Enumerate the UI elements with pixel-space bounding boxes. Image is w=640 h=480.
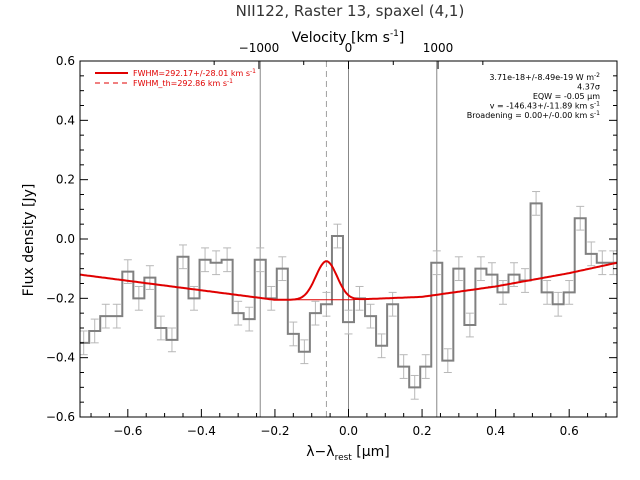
annotation-line-3: v = -146.43+/-11.89 km s-1 xyxy=(490,101,600,111)
plot-inner xyxy=(80,61,617,417)
annotation-line-0: 3.71e-18+/-8.49e-19 W m-2 xyxy=(489,72,600,82)
legend-label-theoretical-sup: -1 xyxy=(227,78,233,85)
legend-label-fit-sup: -1 xyxy=(250,68,256,75)
annotation-text: v = -146.43+/-11.89 km s xyxy=(490,102,594,111)
y-tick-label: 0.2 xyxy=(56,173,75,187)
legend-label-fit-text: FWHM=292.17+/-28.01 km s xyxy=(133,69,250,78)
annotation-sup: -1 xyxy=(594,101,600,108)
annotation-text: Broadening = 0.00+/-0.00 km s xyxy=(467,111,594,120)
chart-title: NII122, Raster 13, spaxel (4,1) xyxy=(236,2,465,20)
annotation-sup: -1 xyxy=(594,110,600,117)
y-tick-label: −0.4 xyxy=(46,351,75,365)
x-tick-label: −0.6 xyxy=(113,424,142,438)
x-tick-label: −0.4 xyxy=(187,424,216,438)
annotation-text: 4.37σ xyxy=(577,83,600,92)
legend: FWHM=292.17+/-28.01 km s-1FWHM_th=292.86… xyxy=(95,68,256,88)
top-axis-label-end: ] xyxy=(399,30,404,46)
axes: −0.6 −0.4 −0.2 0.0 0.2 0.4 0.6 −0.6 −0.4 −0.2 0.0 0… xyxy=(46,41,618,438)
annotation-sup: -2 xyxy=(594,72,600,79)
svg-text:Velocity [km s-1]: Velocity [km s-1] xyxy=(292,29,405,46)
x-tick-label: 0.4 xyxy=(486,424,505,438)
top-tick-label: 0 xyxy=(345,41,353,55)
theoretical-model-line xyxy=(283,260,370,301)
legend-label-fit: FWHM=292.17+/-28.01 km s-1 xyxy=(133,68,256,78)
annotation-line-2: EQW = -0.05 μm xyxy=(533,92,600,101)
y-tick-label: 0.0 xyxy=(56,232,75,246)
x-axis-label: λ−λrest [μm] xyxy=(306,444,390,463)
legend-label-theoretical-text: FWHM_th=292.86 km s xyxy=(133,79,227,88)
spectrum-step-line xyxy=(80,202,617,389)
top-axis-label-text: Velocity [km s xyxy=(292,30,390,46)
svg-text:λ−λrest [μm]: λ−λrest [μm] xyxy=(306,444,390,463)
y-tick-label: 0.6 xyxy=(56,54,75,68)
x-tick-label: 0.2 xyxy=(413,424,432,438)
top-tick-label: −1000 xyxy=(239,41,280,55)
legend-label-theoretical: FWHM_th=292.86 km s-1 xyxy=(133,78,233,88)
top-tick-label: 1000 xyxy=(423,41,454,55)
top-axis-label: Velocity [km s-1] xyxy=(292,29,405,46)
x-tick-label: −0.2 xyxy=(260,424,289,438)
annotation-text: 3.71e-18+/-8.49e-19 W m xyxy=(489,73,594,82)
x-axis-label-text: λ−λ xyxy=(306,444,334,460)
y-axis-label: Flux density [Jy] xyxy=(21,184,37,297)
y-tick-label: −0.2 xyxy=(46,291,75,305)
y-tick-label: 0.4 xyxy=(56,113,75,127)
annotation-line-1: 4.37σ xyxy=(577,83,600,92)
top-axis-label-sup: -1 xyxy=(390,29,399,39)
annotation-line-4: Broadening = 0.00+/-0.00 km s-1 xyxy=(467,110,600,120)
x-tick-label: 0.0 xyxy=(339,424,358,438)
annotation-text: EQW = -0.05 μm xyxy=(533,92,600,101)
x-tick-label: 0.6 xyxy=(560,424,579,438)
plot-area xyxy=(80,61,617,417)
x-axis-label-unit: [μm] xyxy=(352,444,390,460)
y-tick-label: −0.6 xyxy=(46,410,75,424)
x-axis-label-sub: rest xyxy=(335,453,353,463)
